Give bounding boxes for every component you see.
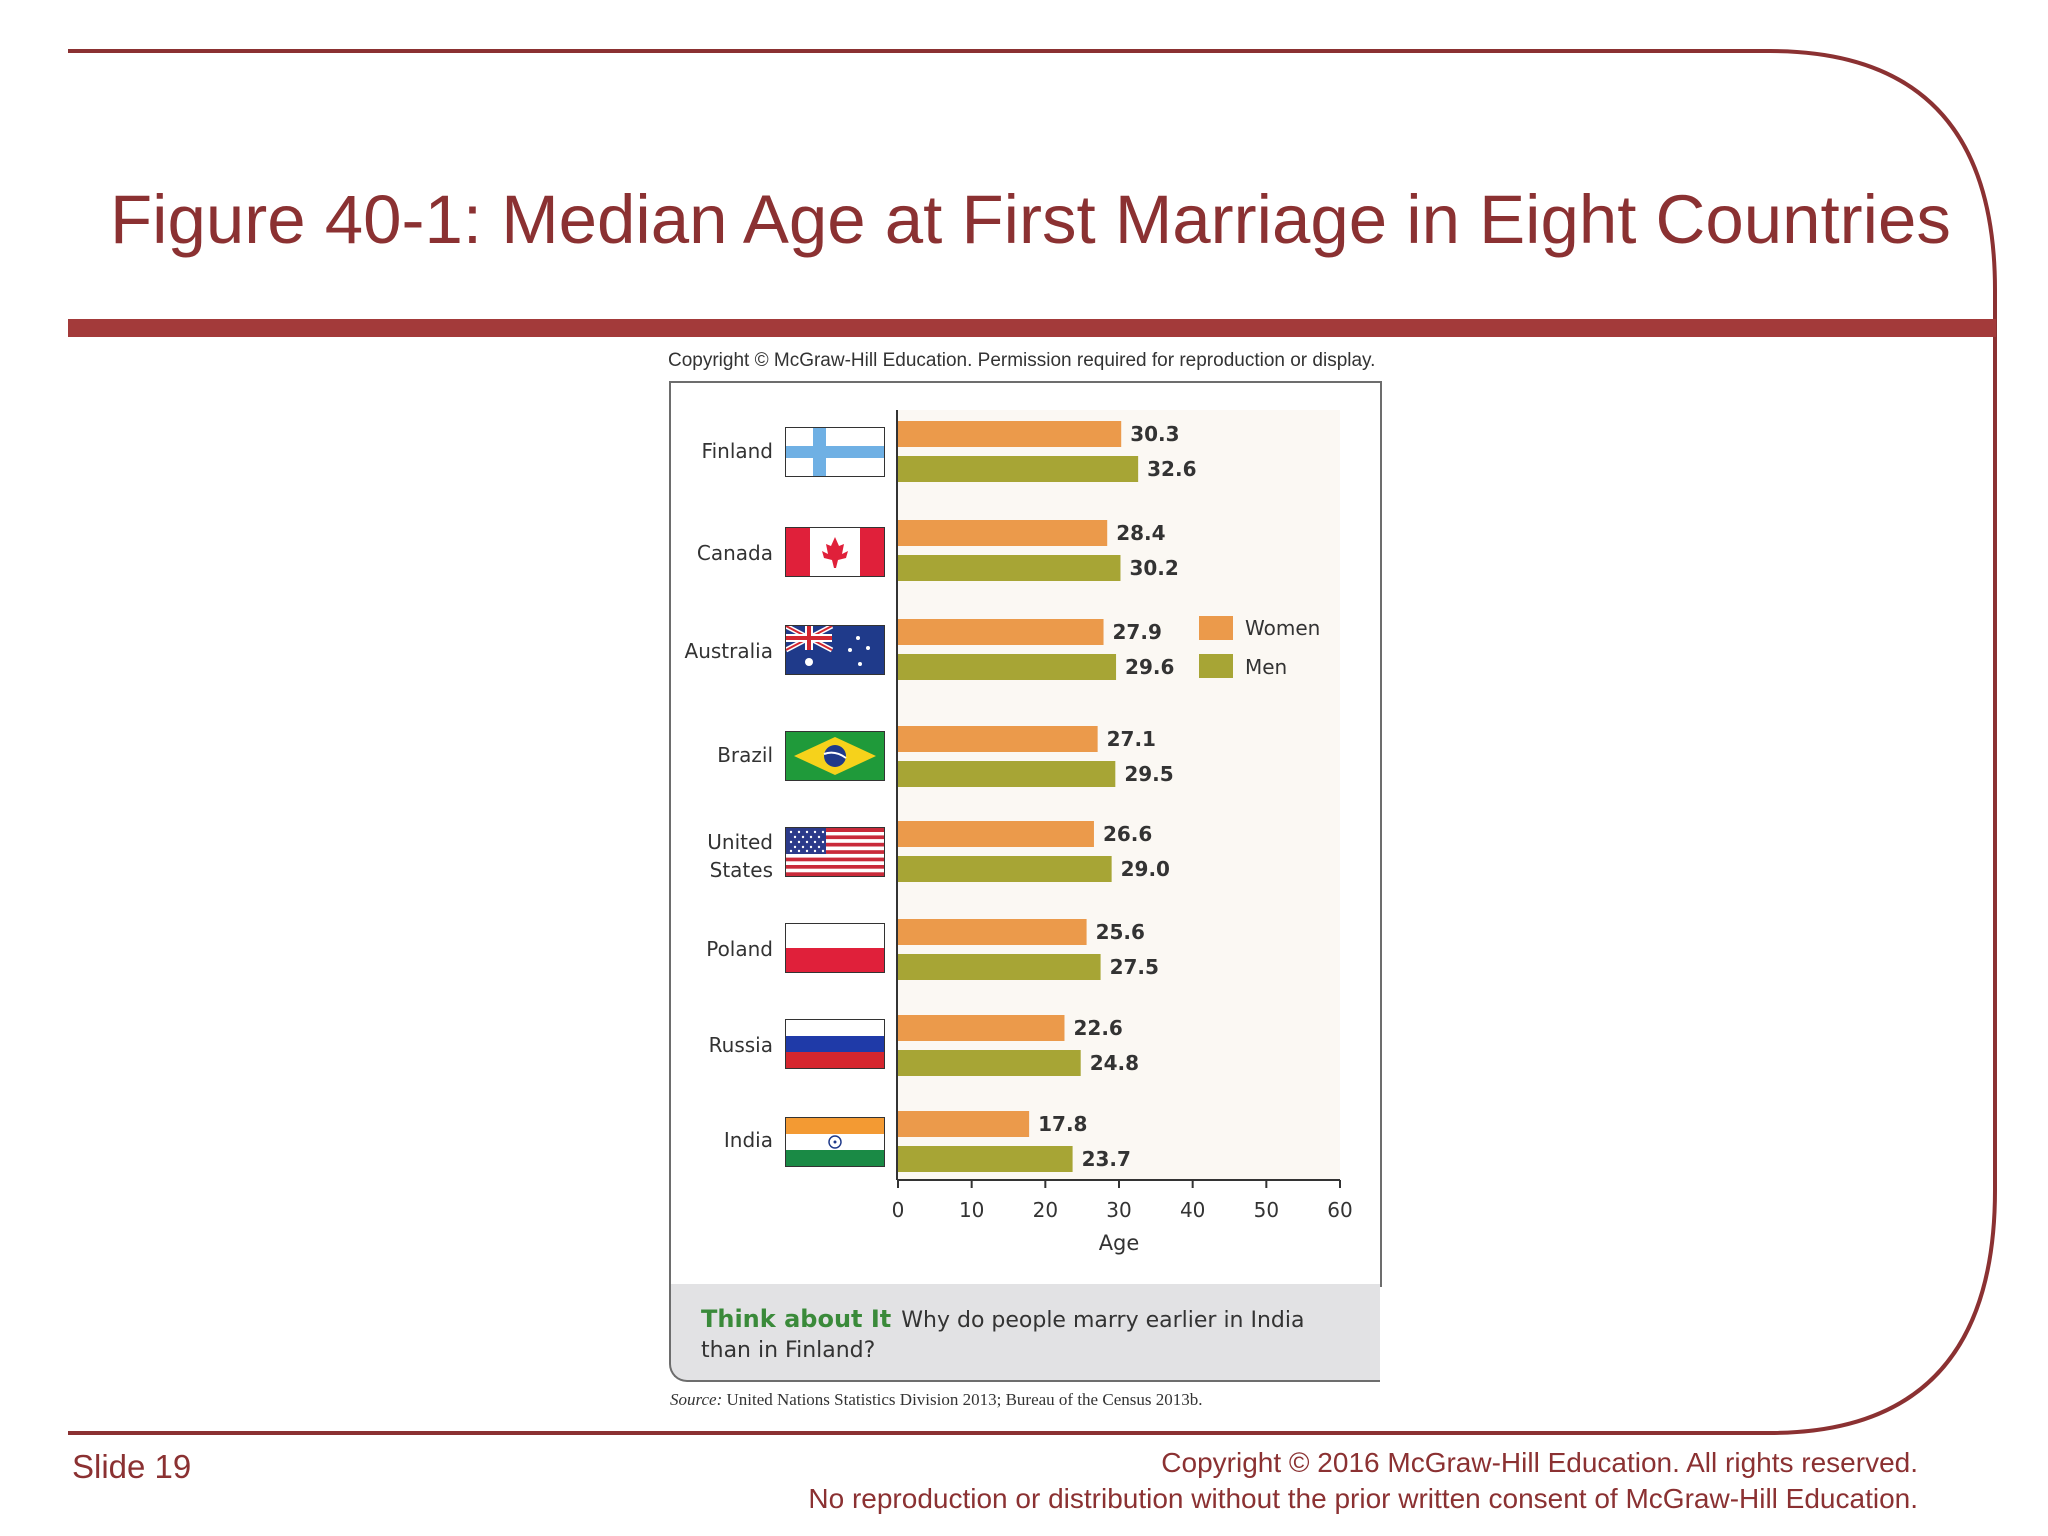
bar-finland-men	[898, 456, 1139, 482]
x-tick-label-50: 50	[1254, 1198, 1279, 1222]
bar-russia-men	[898, 1050, 1081, 1076]
country-label-united-states: United States	[707, 830, 773, 882]
data-label-russia-men: 24.8	[1090, 1051, 1139, 1075]
bar-canada-women	[898, 520, 1108, 546]
bar-india-men	[898, 1146, 1073, 1172]
data-label-canada-men: 30.2	[1129, 556, 1178, 580]
footer-copyright-line2: No reproduction or distribution without …	[808, 1483, 1918, 1514]
x-tick-label-40: 40	[1180, 1198, 1205, 1222]
x-tick-label-60: 60	[1327, 1198, 1352, 1222]
bar-united-states-men	[898, 856, 1112, 882]
bar-canada-men	[898, 555, 1121, 581]
bar-united-states-women	[898, 821, 1094, 847]
united-states-flag-icon	[785, 827, 885, 877]
data-label-russia-women: 22.6	[1073, 1016, 1122, 1040]
source-text: United Nations Statistics Division 2013;…	[726, 1390, 1203, 1409]
bar-finland-women	[898, 421, 1122, 447]
source-note: Source: United Nations Statistics Divisi…	[670, 1390, 1202, 1410]
think-about-it-label: Think about It	[701, 1305, 892, 1333]
legend-swatch-men	[1199, 654, 1233, 678]
title-underline-bar	[68, 319, 1996, 337]
data-label-brazil-men: 29.5	[1124, 762, 1173, 786]
slide-title: Figure 40-1: Median Age at First Marriag…	[110, 181, 1951, 258]
brazil-flag-icon	[785, 731, 885, 781]
bar-australia-women	[898, 619, 1104, 645]
x-axis-label: Age	[1099, 1231, 1140, 1255]
india-flag-icon	[785, 1117, 885, 1167]
bar-india-women	[898, 1111, 1030, 1137]
country-label-india: India	[723, 1128, 773, 1152]
finland-flag-icon	[785, 427, 885, 477]
frame-top-line	[68, 49, 1997, 1435]
australia-flag-icon	[785, 625, 885, 675]
bar-russia-women	[898, 1015, 1065, 1041]
footer-copyright: Copyright © 2016 McGraw-Hill Education. …	[808, 1445, 1918, 1517]
footer-copyright-line1: Copyright © 2016 McGraw-Hill Education. …	[1161, 1447, 1918, 1478]
data-label-poland-men: 27.5	[1110, 955, 1159, 979]
x-tick-label-30: 30	[1106, 1198, 1131, 1222]
think-about-it-box: Think about It Why do people marry earlie…	[669, 1284, 1380, 1382]
country-label-australia: Australia	[684, 639, 773, 663]
data-label-india-women: 17.8	[1038, 1112, 1087, 1136]
canada-flag-icon	[785, 527, 885, 577]
data-label-united-states-men: 29.0	[1121, 857, 1170, 881]
data-label-canada-women: 28.4	[1116, 521, 1165, 545]
data-label-poland-women: 25.6	[1096, 920, 1145, 944]
bar-australia-men	[898, 654, 1117, 680]
data-label-finland-men: 32.6	[1147, 457, 1196, 481]
russia-flag-icon	[785, 1019, 885, 1069]
think-about-it-question: Why do people marry earlier in India tha…	[701, 1308, 1305, 1363]
data-label-united-states-women: 26.6	[1103, 822, 1152, 846]
bar-poland-women	[898, 919, 1087, 945]
slide-number: Slide 19	[72, 1448, 192, 1485]
data-label-australia-men: 29.6	[1125, 655, 1174, 679]
country-label-poland: Poland	[706, 937, 773, 961]
think-about-it-text: Think about It Why do people marry earlie…	[701, 1304, 1361, 1366]
legend-label-women: Women	[1245, 616, 1321, 640]
bar-brazil-women	[898, 726, 1098, 752]
x-tick-label-10: 10	[959, 1198, 984, 1222]
figure-copyright: Copyright © McGraw-Hill Education. Permi…	[668, 350, 1376, 371]
x-tick-label-0: 0	[892, 1198, 905, 1222]
legend-swatch-women	[1199, 616, 1233, 640]
country-label-finland: Finland	[701, 439, 773, 463]
data-label-india-men: 23.7	[1082, 1147, 1131, 1171]
country-label-russia: Russia	[708, 1033, 773, 1057]
data-label-brazil-women: 27.1	[1107, 727, 1156, 751]
bar-brazil-men	[898, 761, 1116, 787]
legend-label-men: Men	[1245, 655, 1288, 679]
source-label: Source:	[670, 1390, 723, 1409]
x-tick-label-20: 20	[1033, 1198, 1058, 1222]
bar-poland-men	[898, 954, 1101, 980]
data-label-australia-women: 27.9	[1113, 620, 1162, 644]
poland-flag-icon	[785, 923, 885, 973]
data-label-finland-women: 30.3	[1130, 422, 1179, 446]
country-label-brazil: Brazil	[717, 743, 773, 767]
country-label-canada: Canada	[696, 541, 773, 565]
